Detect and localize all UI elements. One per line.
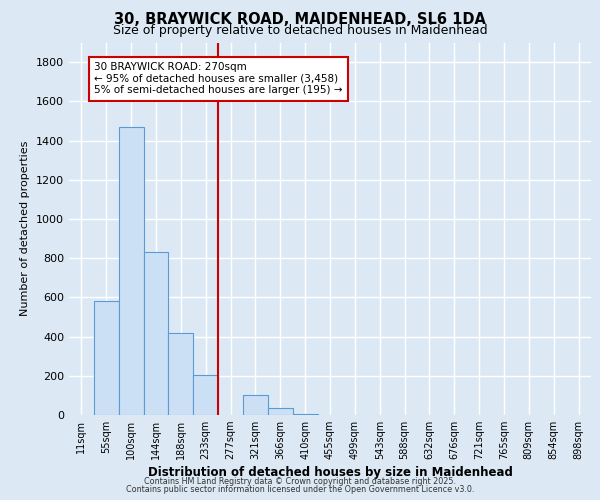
Bar	[143, 252, 169, 415]
Text: Contains HM Land Registry data © Crown copyright and database right 2025.: Contains HM Land Registry data © Crown c…	[144, 477, 456, 486]
Bar	[119, 127, 143, 415]
X-axis label: Distribution of detached houses by size in Maidenhead: Distribution of detached houses by size …	[148, 466, 512, 479]
Bar	[268, 408, 293, 415]
Text: Contains public sector information licensed under the Open Government Licence v3: Contains public sector information licen…	[126, 485, 474, 494]
Y-axis label: Number of detached properties: Number of detached properties	[20, 141, 31, 316]
Text: 30 BRAYWICK ROAD: 270sqm
← 95% of detached houses are smaller (3,458)
5% of semi: 30 BRAYWICK ROAD: 270sqm ← 95% of detach…	[94, 62, 343, 96]
Bar	[293, 414, 317, 415]
Text: Size of property relative to detached houses in Maidenhead: Size of property relative to detached ho…	[113, 24, 487, 37]
Bar	[94, 302, 119, 415]
Text: 30, BRAYWICK ROAD, MAIDENHEAD, SL6 1DA: 30, BRAYWICK ROAD, MAIDENHEAD, SL6 1DA	[114, 12, 486, 28]
Bar	[169, 332, 193, 415]
Bar	[243, 396, 268, 415]
Bar	[193, 375, 218, 415]
